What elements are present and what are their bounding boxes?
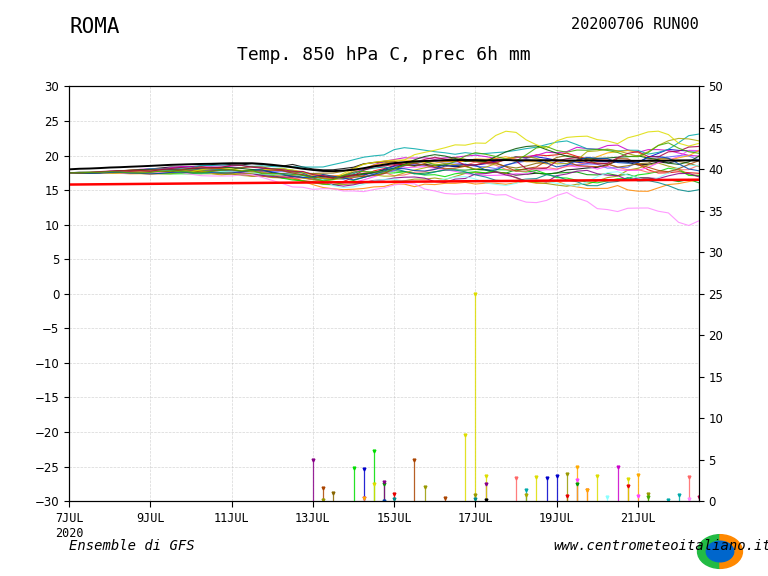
Text: www.centrometeoitaliano.it: www.centrometeoitaliano.it	[553, 539, 768, 553]
Text: Temp. 850 hPa C, prec 6h mm: Temp. 850 hPa C, prec 6h mm	[237, 46, 531, 64]
Text: Ensemble di GFS: Ensemble di GFS	[69, 539, 195, 553]
Wedge shape	[720, 535, 743, 569]
Text: 20200706 RUN00: 20200706 RUN00	[571, 17, 699, 32]
Wedge shape	[697, 535, 720, 569]
Text: ROMA: ROMA	[69, 17, 120, 37]
Circle shape	[707, 541, 733, 562]
